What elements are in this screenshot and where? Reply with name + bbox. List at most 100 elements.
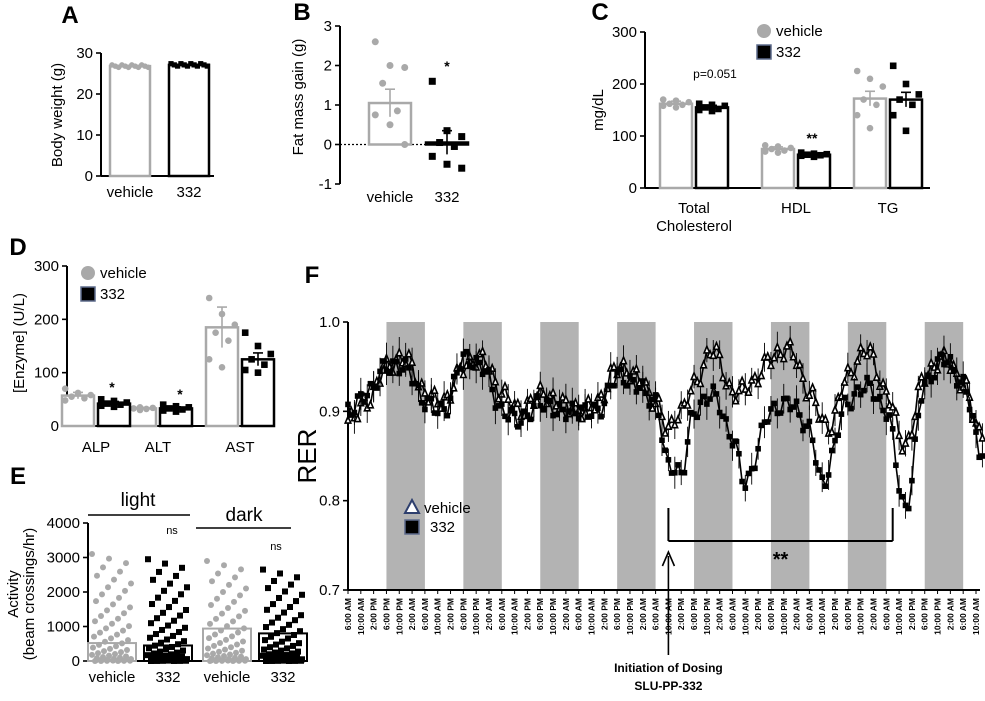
data-point bbox=[428, 152, 436, 160]
dosing-label-line: SLU-PP-332 bbox=[634, 679, 702, 693]
data-point bbox=[61, 385, 69, 392]
data-point bbox=[280, 626, 286, 633]
y-axis-label: mg/dL bbox=[590, 89, 607, 131]
y-tick-label: 0.7 bbox=[319, 582, 340, 599]
data-point bbox=[287, 604, 293, 611]
data-point bbox=[225, 657, 231, 664]
y-tick-label: 200 bbox=[612, 76, 637, 93]
data-point bbox=[284, 645, 290, 652]
data-point bbox=[152, 642, 158, 649]
data-point bbox=[715, 348, 724, 359]
data-point bbox=[212, 329, 219, 336]
data-point bbox=[688, 409, 694, 416]
data-point bbox=[925, 372, 931, 378]
data-point bbox=[607, 382, 614, 389]
data-point bbox=[93, 598, 99, 605]
data-point bbox=[386, 370, 393, 376]
data-point bbox=[371, 111, 379, 119]
x-tick-label: 6:00 PM bbox=[381, 598, 391, 630]
category-label: ALT bbox=[145, 439, 171, 456]
y-tick-label: 0 bbox=[72, 653, 80, 670]
data-point bbox=[860, 96, 867, 103]
y-tick-label: 3 bbox=[324, 18, 332, 35]
y-tick-label: 1.0 bbox=[319, 314, 340, 331]
data-point bbox=[383, 367, 390, 374]
data-point bbox=[738, 375, 747, 385]
data-point bbox=[543, 396, 550, 403]
data-point bbox=[117, 401, 124, 408]
data-point bbox=[286, 621, 292, 628]
data-point bbox=[272, 649, 278, 656]
data-point bbox=[845, 401, 851, 408]
x-tick-label: 2:00 AM bbox=[561, 598, 571, 630]
data-point bbox=[732, 438, 739, 444]
data-point bbox=[118, 649, 124, 656]
y-tick-label: 0 bbox=[324, 137, 332, 154]
data-point bbox=[242, 657, 248, 664]
x-tick-label: 10:00 AM bbox=[817, 598, 827, 635]
data-point bbox=[390, 358, 396, 364]
legend-label: vehicle bbox=[776, 23, 823, 40]
data-point bbox=[761, 419, 768, 425]
data-point bbox=[182, 624, 188, 631]
data-point bbox=[185, 404, 193, 411]
data-point bbox=[208, 601, 214, 608]
data-point bbox=[473, 354, 479, 361]
group-label-light: light bbox=[121, 490, 157, 511]
data-point bbox=[218, 364, 226, 371]
data-point bbox=[950, 366, 957, 373]
data-point bbox=[768, 406, 774, 412]
data-point bbox=[89, 651, 95, 658]
data-point bbox=[351, 409, 358, 416]
significance-marker: ns bbox=[270, 541, 282, 553]
p-value-annotation: p=0.051 bbox=[693, 67, 737, 81]
data-point bbox=[402, 356, 409, 362]
data-point bbox=[393, 107, 401, 115]
data-point bbox=[370, 383, 377, 390]
y-tick-label: 0.9 bbox=[319, 403, 340, 420]
data-point bbox=[236, 613, 242, 620]
data-point bbox=[655, 412, 662, 419]
data-point bbox=[504, 393, 513, 403]
data-point bbox=[425, 395, 431, 402]
data-point bbox=[872, 371, 881, 382]
data-point bbox=[159, 407, 167, 414]
data-point bbox=[441, 406, 447, 412]
x-tick-label: 6:00 AM bbox=[804, 598, 814, 630]
data-point bbox=[572, 410, 579, 417]
data-point bbox=[201, 62, 207, 68]
data-point bbox=[486, 367, 492, 373]
data-point bbox=[181, 62, 187, 68]
data-point bbox=[148, 620, 154, 627]
data-point bbox=[228, 644, 234, 651]
x-tick-label: 2:00 AM bbox=[792, 598, 802, 630]
data-point bbox=[377, 368, 383, 375]
x-tick-label: 10:00 PM bbox=[933, 598, 943, 635]
y-tick-label: 10 bbox=[76, 127, 93, 144]
data-point bbox=[973, 429, 979, 435]
data-point bbox=[98, 613, 104, 620]
data-point bbox=[579, 404, 585, 411]
data-point bbox=[145, 64, 152, 71]
data-point bbox=[262, 637, 268, 644]
data-point bbox=[782, 340, 791, 350]
data-point bbox=[169, 643, 175, 650]
data-point bbox=[664, 420, 673, 431]
data-point bbox=[479, 371, 486, 378]
data-point bbox=[270, 601, 276, 608]
x-tick-label: 10:00 AM bbox=[433, 598, 443, 635]
data-point bbox=[857, 391, 864, 398]
data-point bbox=[436, 139, 444, 147]
data-point bbox=[364, 392, 371, 399]
y-axis-label-line: Activity bbox=[5, 570, 22, 618]
x-tick-label: 2:00 PM bbox=[522, 598, 532, 630]
data-point bbox=[162, 652, 168, 659]
data-point bbox=[758, 422, 765, 429]
data-point bbox=[770, 352, 779, 362]
data-point bbox=[649, 396, 656, 403]
data-point bbox=[686, 385, 695, 395]
bar bbox=[658, 102, 694, 190]
data-point bbox=[661, 427, 670, 437]
data-point bbox=[675, 462, 681, 468]
data-point bbox=[112, 651, 118, 658]
